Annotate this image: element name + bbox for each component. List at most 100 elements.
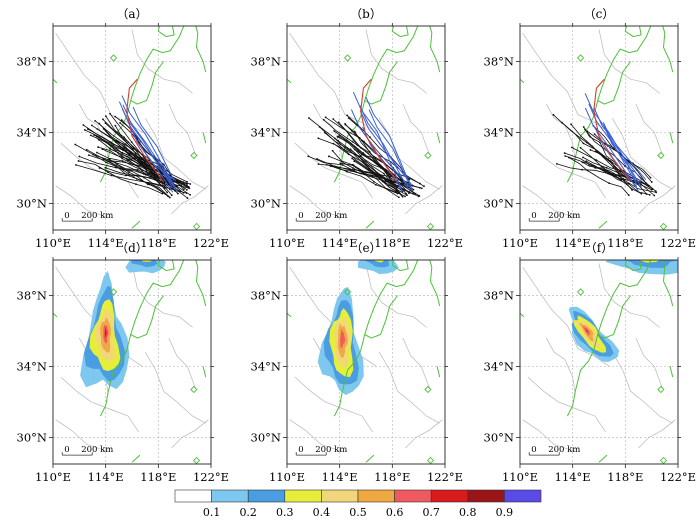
trajectory-point [375, 177, 378, 180]
trajectory-point [94, 119, 97, 122]
colorbar-swatch [357, 489, 395, 503]
map-frame [519, 25, 679, 231]
trajectory-point [104, 115, 107, 118]
panel-label: （c） [584, 7, 615, 21]
trajectory-point [82, 124, 85, 126]
lon-tick-label: 118°E [607, 236, 643, 250]
trajectory-point [351, 157, 354, 160]
lat-tick-label: 38°N [251, 54, 281, 68]
boundary-line [287, 78, 292, 84]
trajectory-point [186, 180, 189, 183]
lon-tick-label: 114°E [88, 236, 124, 250]
province-boundary [638, 419, 676, 449]
lon-tick-label: 118°E [374, 236, 410, 250]
lon-tick-label: 110°E [502, 236, 538, 250]
island-marker [426, 222, 435, 230]
boundary-line [566, 334, 599, 417]
trajectory-point [110, 144, 113, 147]
boundary-line [624, 260, 642, 272]
trajectory-point [121, 157, 124, 160]
trajectory-point [344, 122, 347, 125]
trajectory-point [608, 182, 610, 185]
trajectory-point [97, 146, 100, 148]
colorbar-swatch [321, 489, 359, 503]
trajectory-point [317, 137, 320, 140]
boundary-line [364, 26, 419, 105]
trajectory-point [368, 136, 371, 139]
trajectory-point [123, 136, 126, 139]
trajectory-point [161, 192, 164, 195]
boundary-line [195, 260, 207, 307]
lon-tick-label: 122°E [427, 236, 463, 250]
trajectory-point [75, 164, 77, 166]
trajectory-point [182, 188, 185, 191]
province-boundary [289, 419, 343, 452]
trajectory-point [89, 134, 92, 137]
trajectory-blue [584, 107, 639, 192]
trajectory-point [620, 179, 623, 182]
trajectory-point [361, 171, 364, 174]
boundary-line [333, 100, 366, 183]
colorbar-label: 0.9 [496, 506, 514, 519]
trajectory [586, 130, 651, 178]
province-boundary [294, 142, 373, 199]
province-boundary [638, 185, 676, 215]
probability-contour-north [626, 260, 678, 268]
map-content: 0 200 km [53, 260, 211, 464]
colorbar-swatch [430, 489, 469, 503]
scale-bar-label: 200 km [81, 211, 113, 221]
trajectory-point [552, 113, 555, 116]
province-boundary [171, 185, 209, 215]
trajectory-point [369, 168, 372, 171]
province-boundary [527, 376, 606, 433]
trajectory-group [307, 78, 425, 199]
panel-label: （d） [116, 241, 148, 255]
trajectory-point [87, 154, 90, 156]
trajectory-point [124, 143, 127, 146]
trajectory-point [187, 186, 190, 188]
map-frame [52, 25, 212, 231]
trajectory-point [347, 153, 350, 156]
boundary-line [53, 78, 58, 84]
boundary-line [669, 132, 674, 144]
probability-contour-north [638, 260, 660, 263]
trajectory-blue [368, 109, 409, 182]
trajectory-point [182, 191, 185, 194]
island-marker [109, 288, 118, 296]
panel-label: （e） [350, 241, 381, 255]
trajectory [565, 155, 657, 193]
boundary-line [429, 260, 441, 307]
trajectory-point [128, 171, 130, 174]
trajectory-point [91, 124, 93, 127]
scale-bar-zero: 0 [298, 211, 303, 221]
trajectory-point [396, 184, 399, 187]
trajectory-point [128, 159, 131, 162]
trajectory-point [353, 160, 356, 163]
trajectory-point [148, 181, 150, 184]
trajectory-point [105, 161, 107, 164]
trajectory-point [166, 181, 169, 183]
province-boundary [522, 266, 610, 367]
trajectory-point [115, 166, 117, 169]
colorbar-swatch [394, 489, 432, 503]
province-boundary [522, 419, 576, 452]
trajectory-point [375, 183, 377, 186]
trajectory-point [146, 183, 149, 186]
boundary-line [662, 260, 674, 307]
trajectory-point [356, 144, 359, 147]
trajectory-blue [365, 96, 413, 191]
trajectory-point [318, 125, 321, 128]
probability-contour [584, 327, 588, 333]
trajectory-point [83, 129, 86, 131]
trajectory-point [114, 115, 117, 118]
trajectory-point [332, 118, 335, 120]
lat-tick-label: 34°N [484, 359, 514, 373]
trajectory-point [180, 184, 183, 187]
province-boundary [527, 142, 606, 199]
trajectory-point [74, 143, 77, 146]
lon-tick-label: 114°E [555, 236, 591, 250]
boundary-line [333, 334, 366, 417]
trajectory-point [581, 168, 584, 171]
trajectory-point [121, 160, 124, 162]
